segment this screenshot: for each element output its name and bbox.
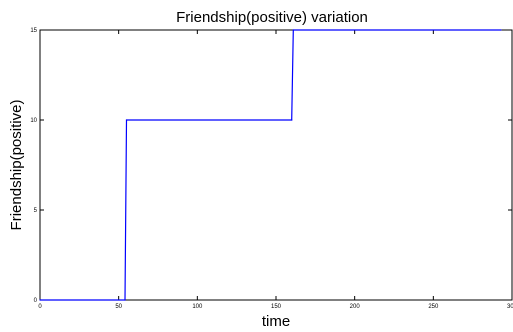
data-point — [125, 119, 128, 121]
axis-ticks: 0 50 100 150 200 250 300 0 5 10 15 — [30, 28, 513, 310]
x-tick-label: 250 — [428, 304, 439, 310]
data-point — [291, 119, 293, 121]
chart-title: Friendship(positive) variation — [176, 9, 368, 26]
x-tick-label: 150 — [271, 304, 282, 310]
y-tick-label: 15 — [30, 28, 37, 34]
data-point — [124, 299, 126, 301]
plot-area — [39, 29, 513, 301]
data-point — [39, 299, 41, 301]
x-tick-label: 200 — [350, 304, 361, 310]
y-tick-label: 10 — [30, 118, 37, 124]
series-line — [40, 29, 501, 301]
x-tick-label: 100 — [192, 304, 203, 310]
x-tick-label: 0 — [38, 304, 42, 310]
y-tick-label: 5 — [34, 208, 38, 214]
data-point — [500, 29, 502, 31]
x-tick-label: 50 — [115, 304, 122, 310]
x-tick-label: 300 — [507, 304, 513, 310]
x-axis-label: time — [262, 313, 290, 330]
data-point — [292, 29, 294, 31]
y-tick-label: 0 — [34, 298, 38, 304]
y-axis-label: Friendship(positive) — [8, 100, 25, 231]
series-group — [39, 29, 502, 301]
